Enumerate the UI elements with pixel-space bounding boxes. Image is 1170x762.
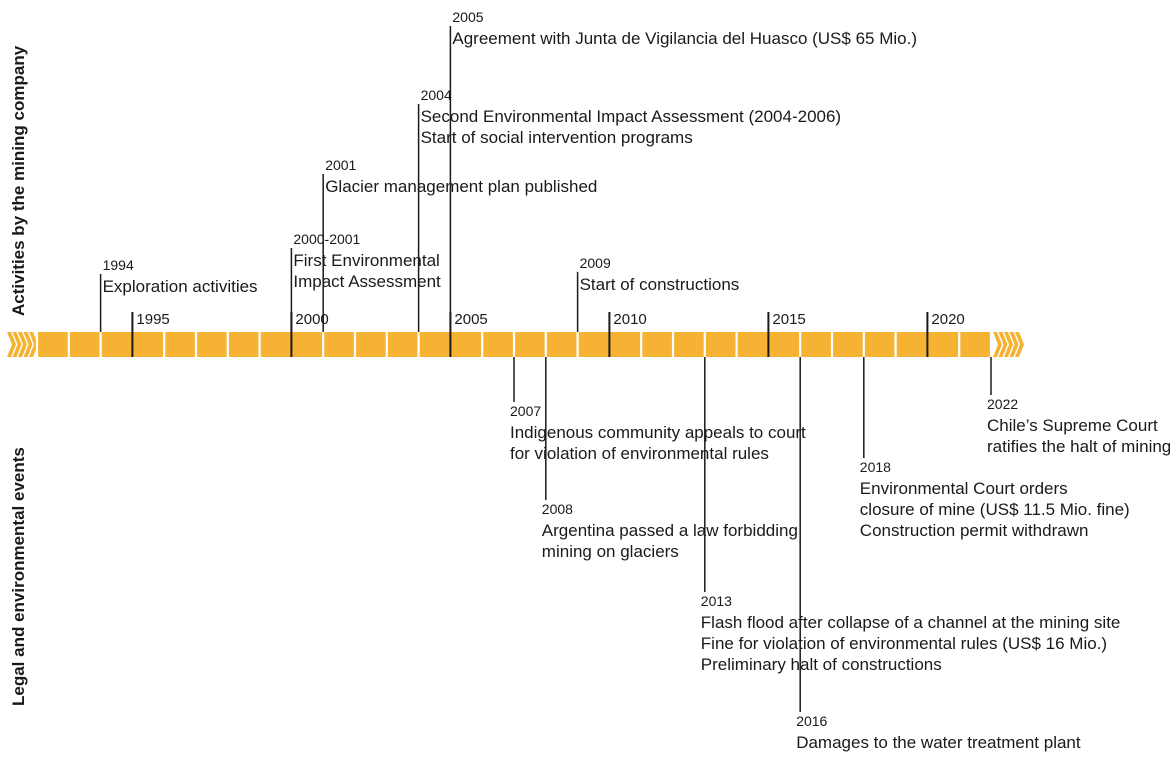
- event-year-label: 2022: [987, 396, 1018, 412]
- decade-label: 2010: [613, 311, 646, 328]
- event-text-line: Preliminary halt of constructions: [701, 655, 942, 674]
- event-text-line: Indigenous community appeals to court: [510, 423, 806, 442]
- event-text-line: Argentina passed a law forbidding: [542, 521, 798, 540]
- event-year-label: 2008: [542, 501, 573, 517]
- chevron-right-mark: [993, 332, 1002, 357]
- side-label-bottom: Legal and environmental events: [9, 447, 28, 706]
- event-year-label: 2009: [580, 255, 611, 271]
- event-text-line: Environmental Court orders: [860, 479, 1068, 498]
- event-text-line: Exploration activities: [103, 277, 258, 296]
- event-text-line: Second Environmental Impact Assessment (…: [421, 107, 842, 126]
- event-text-line: closure of mine (US$ 11.5 Mio. fine): [860, 500, 1130, 519]
- decade-label: 2000: [295, 311, 328, 328]
- chevron-left-mark: [18, 332, 27, 357]
- chevron-right-mark: [1015, 332, 1024, 357]
- event-text-line: Agreement with Junta de Vigilancia del H…: [452, 29, 917, 48]
- decade-label: 2005: [454, 311, 487, 328]
- chevron-left-mark: [23, 332, 33, 357]
- event-year-label: 2001: [325, 157, 356, 173]
- event-year-label: 2005: [452, 9, 483, 25]
- decade-label: 1995: [136, 311, 169, 328]
- event-labels: 1994 Exploration activities 2000-2001 First…: [103, 9, 1170, 752]
- event-text-line: Fine for violation of environmental rule…: [701, 634, 1107, 653]
- event-bottom: 2007 Indigenous community appeals to cour…: [510, 403, 806, 463]
- event-year-label: 2016: [796, 713, 827, 729]
- event-top: 1994 Exploration activities: [103, 257, 258, 296]
- event-text-line: Start of social intervention programs: [421, 128, 693, 147]
- event-text-line: ratifies the halt of mining: [987, 437, 1170, 456]
- event-text-line: for violation of environmental rules: [510, 444, 769, 463]
- event-text-line: Glacier management plan published: [325, 177, 597, 196]
- event-text-line: Start of constructions: [580, 275, 740, 294]
- chevron-right-mark: [998, 332, 1008, 357]
- event-bottom: 2022 Chile’s Supreme Court ratifies the ha…: [987, 396, 1170, 456]
- event-connectors: [99, 26, 992, 712]
- event-bottom: 2016 Damages to the water treatment plant: [796, 713, 1081, 752]
- event-bottom: 2018 Environmental Court orders closure of…: [860, 459, 1130, 540]
- decade-label: 2020: [931, 311, 964, 328]
- event-text-line: mining on glaciers: [542, 542, 679, 561]
- event-year-label: 2000-2001: [293, 231, 360, 247]
- event-year-label: 2018: [860, 459, 891, 475]
- event-bottom: 2013 Flash flood after collapse of a chan…: [701, 593, 1121, 674]
- event-year-label: 2007: [510, 403, 541, 419]
- decade-label: 2015: [772, 311, 805, 328]
- event-top: 2001 Glacier management plan published: [325, 157, 597, 196]
- event-year-label: 2004: [421, 87, 452, 103]
- event-text-line: Chile’s Supreme Court: [987, 416, 1158, 435]
- event-bottom: 2008 Argentina passed a law forbidding min…: [542, 501, 798, 561]
- chevron-left-mark: [7, 332, 16, 357]
- chevron-right-mark: [1009, 332, 1019, 357]
- event-text-line: Flash flood after collapse of a channel …: [701, 613, 1121, 632]
- event-top: 2005 Agreement with Junta de Vigilancia d…: [452, 9, 917, 48]
- event-text-line: Damages to the water treatment plant: [796, 733, 1081, 752]
- event-year-label: 1994: [103, 257, 134, 273]
- side-label-top: Activities by the mining company: [9, 45, 28, 316]
- event-text-line: First Environmental: [293, 251, 439, 270]
- event-year-label: 2013: [701, 593, 732, 609]
- event-top: 2000-2001 First Environmental Impact Asses…: [293, 231, 441, 291]
- timeline-bar: [7, 332, 1024, 357]
- event-top: 2004 Second Environmental Impact Assessme…: [421, 87, 842, 147]
- chevron-left-mark: [12, 332, 22, 357]
- decade-labels: 1995 2000 2005 2010 2015 2020: [131, 311, 965, 332]
- event-text-line: Impact Assessment: [293, 272, 441, 291]
- chevron-right-mark: [1004, 332, 1013, 357]
- event-text-line: Construction permit withdrawn: [860, 521, 1089, 540]
- event-top: 2009 Start of constructions: [580, 255, 740, 294]
